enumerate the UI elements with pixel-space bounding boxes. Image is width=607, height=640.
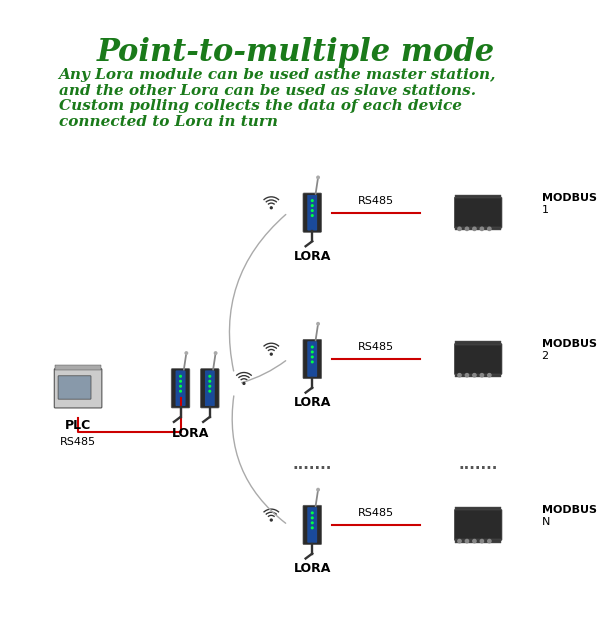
Text: RS485: RS485 bbox=[358, 342, 394, 352]
Circle shape bbox=[458, 540, 461, 543]
Circle shape bbox=[487, 227, 491, 230]
Text: PLC: PLC bbox=[65, 419, 91, 431]
FancyBboxPatch shape bbox=[200, 369, 219, 408]
Circle shape bbox=[317, 323, 319, 325]
Circle shape bbox=[317, 488, 319, 491]
Text: Point-to-multiple mode: Point-to-multiple mode bbox=[97, 37, 495, 68]
Circle shape bbox=[466, 227, 469, 230]
FancyBboxPatch shape bbox=[303, 193, 322, 232]
Circle shape bbox=[466, 540, 469, 543]
Circle shape bbox=[473, 227, 476, 230]
Circle shape bbox=[209, 380, 211, 382]
Circle shape bbox=[209, 385, 211, 387]
FancyBboxPatch shape bbox=[455, 507, 501, 511]
Text: MODBUS: MODBUS bbox=[541, 505, 597, 515]
FancyBboxPatch shape bbox=[308, 195, 317, 230]
Circle shape bbox=[311, 205, 313, 207]
FancyBboxPatch shape bbox=[171, 369, 190, 408]
Circle shape bbox=[270, 353, 272, 355]
Circle shape bbox=[311, 356, 313, 358]
FancyBboxPatch shape bbox=[455, 344, 502, 374]
Circle shape bbox=[480, 540, 484, 543]
Text: N: N bbox=[541, 517, 550, 527]
Circle shape bbox=[180, 390, 181, 392]
Text: Any Lora module can be used asthe master station,: Any Lora module can be used asthe master… bbox=[58, 68, 496, 82]
Text: and the other Lora can be used as slave stations.: and the other Lora can be used as slave … bbox=[58, 84, 475, 98]
Circle shape bbox=[311, 210, 313, 211]
Text: 2: 2 bbox=[541, 351, 549, 361]
Text: RS485: RS485 bbox=[358, 196, 394, 206]
Text: 1: 1 bbox=[541, 205, 549, 214]
Circle shape bbox=[458, 374, 461, 377]
Circle shape bbox=[243, 383, 245, 385]
FancyBboxPatch shape bbox=[308, 508, 317, 543]
Circle shape bbox=[209, 390, 211, 392]
Text: LORA: LORA bbox=[294, 562, 331, 575]
Text: LORA: LORA bbox=[294, 250, 331, 263]
Circle shape bbox=[270, 207, 272, 209]
Text: RS485: RS485 bbox=[358, 508, 394, 518]
Circle shape bbox=[473, 540, 476, 543]
Circle shape bbox=[311, 215, 313, 216]
Circle shape bbox=[311, 527, 313, 529]
FancyBboxPatch shape bbox=[303, 339, 322, 379]
FancyBboxPatch shape bbox=[455, 227, 501, 230]
FancyBboxPatch shape bbox=[303, 506, 322, 545]
FancyBboxPatch shape bbox=[176, 371, 185, 406]
Circle shape bbox=[311, 522, 313, 524]
FancyBboxPatch shape bbox=[58, 376, 91, 399]
Circle shape bbox=[487, 540, 491, 543]
Circle shape bbox=[311, 346, 313, 348]
Circle shape bbox=[311, 361, 313, 363]
Circle shape bbox=[487, 374, 491, 377]
FancyBboxPatch shape bbox=[308, 342, 317, 376]
Text: MODBUS: MODBUS bbox=[541, 193, 597, 203]
FancyBboxPatch shape bbox=[54, 369, 102, 408]
FancyBboxPatch shape bbox=[455, 341, 501, 344]
Text: MODBUS: MODBUS bbox=[541, 339, 597, 349]
Circle shape bbox=[311, 512, 313, 514]
FancyBboxPatch shape bbox=[455, 540, 501, 543]
Text: LORA: LORA bbox=[294, 396, 331, 409]
FancyBboxPatch shape bbox=[455, 195, 501, 198]
Text: RS485: RS485 bbox=[60, 437, 96, 447]
Text: Custom polling collects the data of each device: Custom polling collects the data of each… bbox=[58, 99, 461, 113]
FancyBboxPatch shape bbox=[55, 365, 101, 370]
Circle shape bbox=[458, 227, 461, 230]
FancyBboxPatch shape bbox=[205, 371, 214, 406]
Circle shape bbox=[311, 200, 313, 202]
Circle shape bbox=[214, 352, 217, 355]
Circle shape bbox=[180, 385, 181, 387]
Circle shape bbox=[466, 374, 469, 377]
Circle shape bbox=[209, 376, 211, 377]
Text: connected to Lora in turn: connected to Lora in turn bbox=[58, 115, 277, 129]
FancyBboxPatch shape bbox=[455, 509, 502, 540]
Text: .......: ....... bbox=[458, 456, 498, 472]
Circle shape bbox=[311, 517, 313, 518]
Circle shape bbox=[480, 374, 484, 377]
Circle shape bbox=[180, 380, 181, 382]
Circle shape bbox=[311, 351, 313, 353]
Circle shape bbox=[480, 227, 484, 230]
Text: .......: ....... bbox=[293, 456, 332, 472]
Circle shape bbox=[317, 176, 319, 179]
Circle shape bbox=[473, 374, 476, 377]
Circle shape bbox=[270, 519, 272, 521]
Circle shape bbox=[180, 376, 181, 377]
Text: LORA: LORA bbox=[172, 428, 209, 440]
FancyBboxPatch shape bbox=[455, 374, 501, 377]
FancyBboxPatch shape bbox=[455, 197, 502, 228]
Circle shape bbox=[185, 352, 188, 355]
